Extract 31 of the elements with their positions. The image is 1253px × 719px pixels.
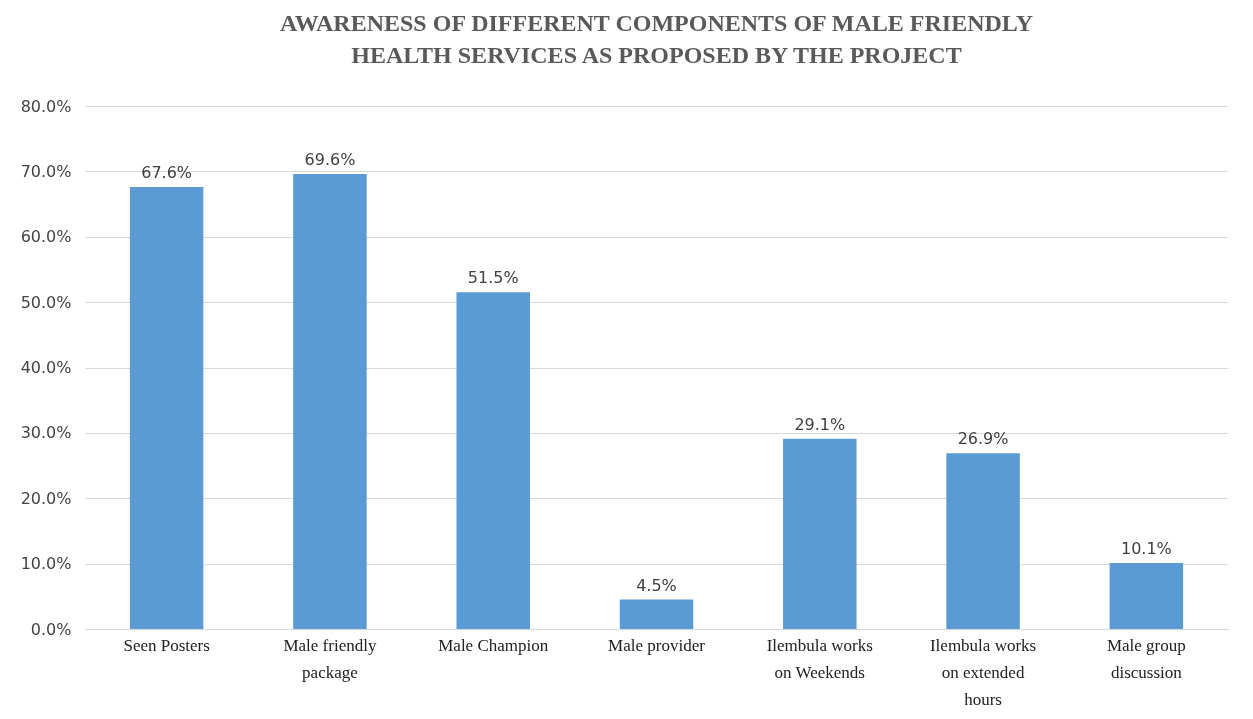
data-label: 69.6% — [304, 149, 356, 169]
bar — [783, 438, 857, 629]
x-tick-label: Ilembula works on extended hours — [929, 635, 1037, 709]
bar — [619, 599, 694, 629]
bar — [456, 292, 530, 629]
y-tick-label: 70.0% — [20, 161, 72, 181]
data-label: 10.1% — [1120, 538, 1172, 558]
data-label: 29.1% — [794, 414, 846, 434]
x-tick-label: Male Champion — [438, 635, 549, 655]
bar — [946, 453, 1020, 629]
y-tick-label: 80.0% — [20, 96, 72, 116]
y-tick-label: 50.0% — [20, 292, 72, 312]
data-label: 67.6% — [141, 163, 193, 183]
x-tick-label: Ilembula works on Weekends — [766, 635, 873, 682]
x-tick-label: Male friendly package — [283, 635, 377, 682]
bar — [1109, 562, 1184, 629]
chart-title: AWARENESS OF DIFFERENT COMPONENTS OF MALE FRIENDLY HEALTH SERVICES AS PROPOSED BY THE PROJECT — [280, 10, 1033, 68]
data-label: 26.9% — [957, 429, 1009, 449]
data-label: 4.5% — [636, 575, 677, 595]
y-tick-label: 10.0% — [20, 554, 72, 574]
data-label: 51.5% — [467, 268, 519, 288]
x-tick-label: Male group discussion — [1106, 635, 1186, 682]
x-tick-label: Seen Posters — [123, 635, 210, 655]
y-tick-label: 30.0% — [20, 423, 72, 443]
bar — [129, 187, 204, 629]
x-tick-label: Male provider — [608, 635, 706, 655]
y-tick-label: 60.0% — [20, 227, 72, 247]
y-tick-label: 40.0% — [20, 358, 72, 377]
bar — [293, 173, 367, 629]
y-tick-label: 20.0% — [20, 488, 72, 508]
y-tick-label: 0.0% — [30, 619, 72, 639]
